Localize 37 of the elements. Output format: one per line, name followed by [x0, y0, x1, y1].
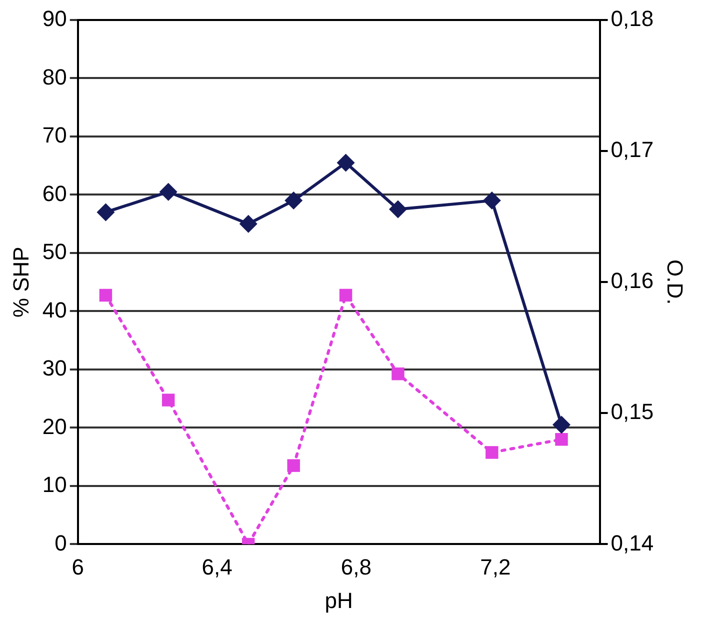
y-tick-label: 80 [42, 64, 67, 90]
y-tick-label: 70 [42, 122, 67, 148]
y2-tick-label: 0,17 [610, 137, 654, 162]
y-tick-label: 90 [42, 6, 67, 32]
y2-tick-label: 0,14 [610, 530, 654, 556]
y-tick-label: 10 [42, 472, 67, 498]
y-tick-label: 40 [42, 297, 67, 322]
y2-tick-label: 0,16 [610, 268, 654, 294]
y-tick-label: 0 [54, 530, 67, 556]
x-tick-label: 6,8 [340, 554, 372, 580]
point [162, 394, 175, 406]
y2-tick-label: 0,15 [610, 399, 654, 424]
x-tick-label: 6 [72, 554, 84, 580]
point [99, 288, 112, 302]
point [287, 459, 300, 472]
y-tick-label: 30 [42, 356, 67, 381]
point [482, 192, 501, 210]
x-tick-label: 6,4 [202, 554, 232, 580]
point [392, 367, 404, 380]
point [284, 192, 303, 210]
point [555, 432, 568, 446]
point [388, 200, 407, 218]
point [336, 154, 355, 172]
point [552, 416, 571, 434]
y2-axis-title: O.D. [662, 259, 688, 305]
y2-tick-label: 0,18 [610, 6, 654, 32]
point [339, 288, 352, 302]
point [239, 214, 258, 233]
x-tick-label: 7,2 [480, 554, 511, 580]
point [486, 446, 498, 459]
y-axis-title: % SHP [8, 246, 34, 318]
point [96, 203, 115, 222]
y-tick-label: 60 [42, 180, 67, 206]
point [159, 182, 178, 201]
x-axis-title: pH [324, 588, 353, 613]
y-tick-label: 20 [42, 414, 67, 439]
y-tick-label: 50 [42, 239, 67, 264]
